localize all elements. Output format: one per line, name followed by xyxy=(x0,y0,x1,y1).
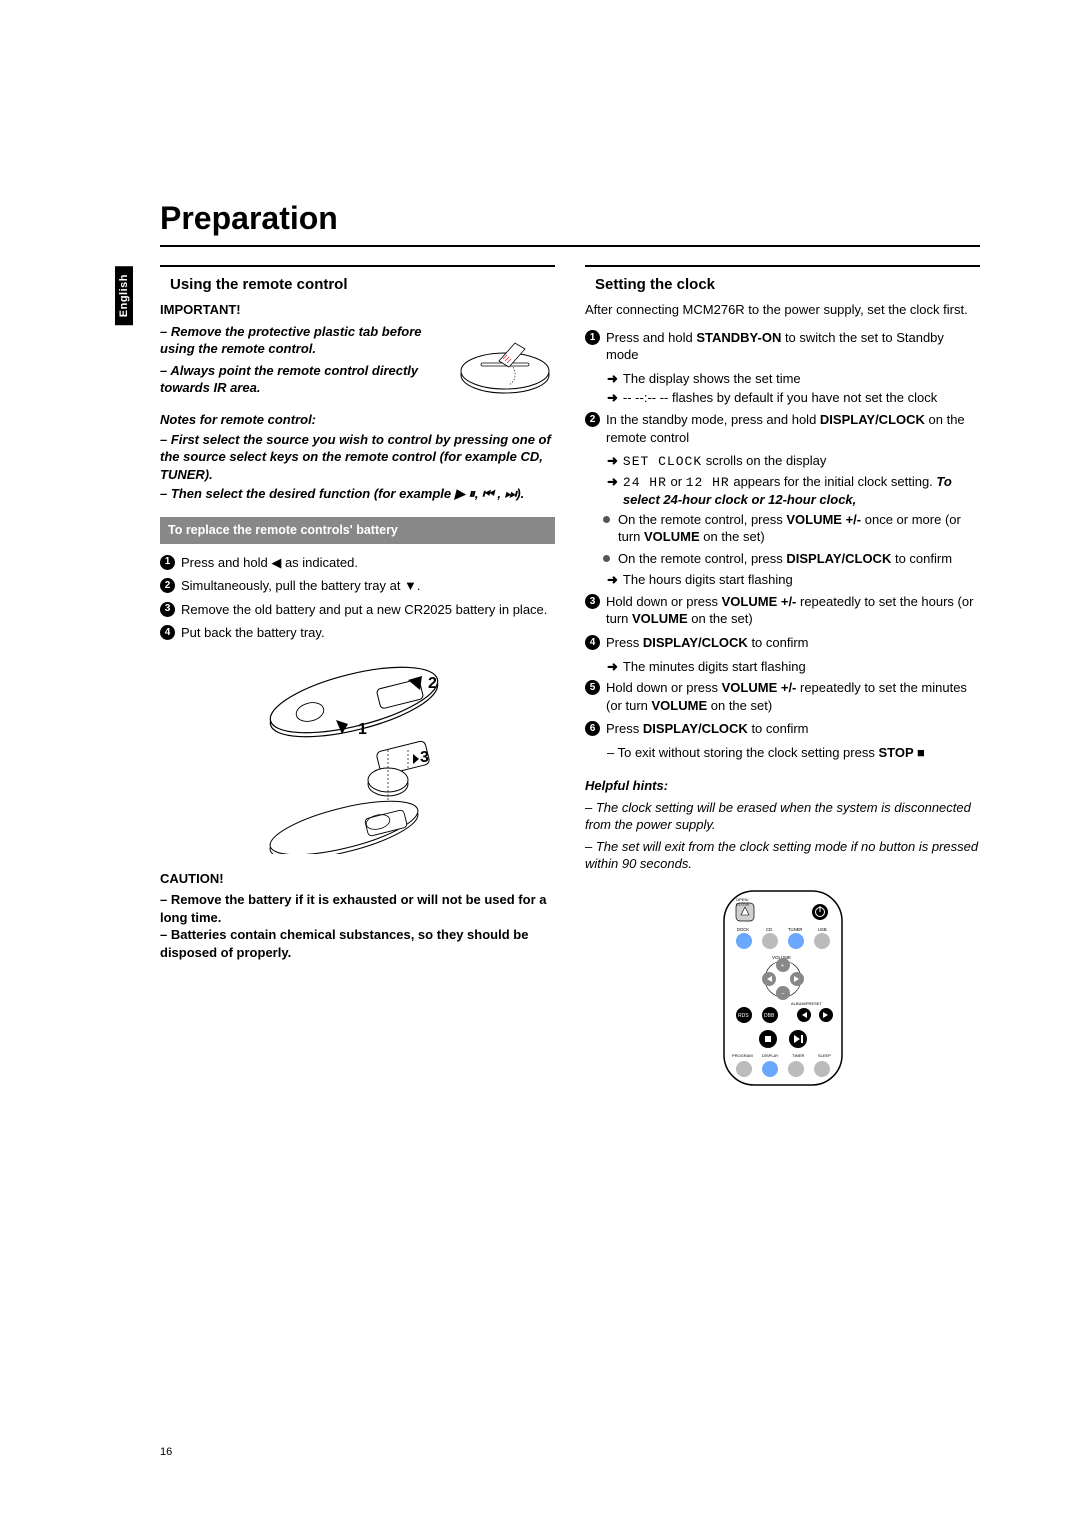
right-column: Setting the clock After connecting MCM27… xyxy=(585,265,980,1087)
s6-exit-note: – To exit without storing the clock sett… xyxy=(607,744,980,762)
svg-text:+: + xyxy=(780,964,784,970)
clock-step-num-1: 1 xyxy=(585,330,600,345)
caution-2: – Batteries contain chemical substances,… xyxy=(160,926,555,961)
notes-title: Notes for remote control: xyxy=(160,411,555,429)
step-3: 3 Remove the old battery and put a new C… xyxy=(160,601,555,619)
note-select-source: – First select the source you wish to co… xyxy=(160,431,555,484)
bullet-icon xyxy=(603,516,610,523)
step-num-2: 2 xyxy=(160,578,175,593)
step-4: 4 Put back the battery tray. xyxy=(160,624,555,642)
clock-step-4: 4 Press DISPLAY/CLOCK to confirm xyxy=(585,634,980,652)
right-subhead: Setting the clock xyxy=(585,275,980,295)
label-program: PROGRAM xyxy=(732,1053,753,1058)
right-rule xyxy=(585,265,980,267)
clock-step-num-4: 4 xyxy=(585,635,600,650)
clock-step-num-2: 2 xyxy=(585,412,600,427)
clock-step-num-5: 5 xyxy=(585,680,600,695)
step-num-1: 1 xyxy=(160,555,175,570)
battery-callout: To replace the remote controls' battery xyxy=(160,517,555,544)
step-2-text: Simultaneously, pull the battery tray at… xyxy=(181,577,555,595)
hints-title: Helpful hints: xyxy=(585,777,980,795)
fig2-label-2: 2 xyxy=(428,675,437,692)
step-1: 1 Press and hold ◀ as indicated. xyxy=(160,554,555,572)
arrow-icon: ➜ xyxy=(607,389,618,407)
remote-illustration: OPEN/ CLOSE DOCK CD TUNER USB VOLUME + − xyxy=(718,887,848,1087)
arrow-icon: ➜ xyxy=(607,473,618,491)
s2-arrow3: ➜The hours digits start flashing xyxy=(607,571,980,589)
clock-step-1: 1 Press and hold STANDBY-ON to switch th… xyxy=(585,329,980,364)
clock-step-1-text: Press and hold STANDBY-ON to switch the … xyxy=(606,329,980,364)
clock-step-5-text: Hold down or press VOLUME +/- repeatedly… xyxy=(606,679,980,714)
s2-arrow2: ➜24 HR or 12 HR appears for the initial … xyxy=(607,473,980,509)
clock-step-6: 6 Press DISPLAY/CLOCK to confirm xyxy=(585,720,980,738)
label-timer: TIMER xyxy=(792,1053,805,1058)
hint-2: – The set will exit from the clock setti… xyxy=(585,838,980,873)
important-label: IMPORTANT! xyxy=(160,301,555,319)
note-select-function: – Then select the desired function (for … xyxy=(160,485,555,503)
label-tuner: TUNER xyxy=(788,927,802,932)
label-display: DISPLAY xyxy=(762,1053,779,1058)
clock-step-5: 5 Hold down or press VOLUME +/- repeated… xyxy=(585,679,980,714)
arrow-icon: ➜ xyxy=(607,658,618,676)
battery-tray-illustration: 1 2 3 xyxy=(238,654,478,854)
fig2-label-3: 3 xyxy=(420,749,429,766)
label-sleep: SLEEP xyxy=(818,1053,831,1058)
left-subhead: Using the remote control xyxy=(160,275,555,295)
s1-arrow1: ➜The display shows the set time xyxy=(607,370,980,388)
left-rule xyxy=(160,265,555,267)
label-usb: USB xyxy=(818,927,827,932)
page-title: Preparation xyxy=(160,200,980,237)
s4-arrow: ➜The minutes digits start flashing xyxy=(607,658,980,676)
label-dbb: DBB xyxy=(764,1013,775,1019)
label-album: ALBUM/PRESET xyxy=(791,1001,822,1006)
label-cd: CD xyxy=(766,927,772,932)
step-3-text: Remove the old battery and put a new CR2… xyxy=(181,601,555,619)
caution-label: CAUTION! xyxy=(160,870,555,888)
clock-step-3: 3 Hold down or press VOLUME +/- repeated… xyxy=(585,593,980,628)
step-2: 2 Simultaneously, pull the battery tray … xyxy=(160,577,555,595)
right-intro: After connecting MCM276R to the power su… xyxy=(585,301,980,319)
clock-step-num-6: 6 xyxy=(585,721,600,736)
two-column-layout: Using the remote control IMPORTANT! – Re… xyxy=(160,265,980,1087)
arrow-icon: ➜ xyxy=(607,571,618,589)
left-column: Using the remote control IMPORTANT! – Re… xyxy=(160,265,555,1087)
page-number: 16 xyxy=(160,1446,172,1458)
clock-step-4-text: Press DISPLAY/CLOCK to confirm xyxy=(606,634,980,652)
clock-step-2: 2 In the standby mode, press and hold DI… xyxy=(585,411,980,446)
fig2-label-1: 1 xyxy=(358,721,367,738)
language-tab: English xyxy=(115,266,133,325)
clock-step-6-text: Press DISPLAY/CLOCK to confirm xyxy=(606,720,980,738)
label-rds: RDS xyxy=(738,1013,749,1019)
arrow-icon: ➜ xyxy=(607,370,618,388)
clock-step-3-text: Hold down or press VOLUME +/- repeatedly… xyxy=(606,593,980,628)
label-dock: DOCK xyxy=(737,927,749,932)
clock-step-2-text: In the standby mode, press and hold DISP… xyxy=(606,411,980,446)
step-num-4: 4 xyxy=(160,625,175,640)
step-num-3: 3 xyxy=(160,602,175,617)
caution-block: CAUTION! – Remove the battery if it is e… xyxy=(160,870,555,962)
s2-arrow1: ➜SET CLOCK scrolls on the display xyxy=(607,452,980,471)
s2-bullet1: On the remote control, press VOLUME +/- … xyxy=(585,511,980,546)
remote-tab-illustration xyxy=(455,323,555,403)
note2-a: – Then select the desired function (for … xyxy=(160,486,455,501)
bullet-icon xyxy=(603,555,610,562)
s2-bullet2: On the remote control, press DISPLAY/CLO… xyxy=(585,550,980,568)
note2-b: ). xyxy=(516,486,524,501)
svg-text:−: − xyxy=(781,992,785,998)
clock-step-num-3: 3 xyxy=(585,594,600,609)
step-4-text: Put back the battery tray. xyxy=(181,624,555,642)
s1-arrow2: ➜-- --:-- -- flashes by default if you h… xyxy=(607,389,980,407)
svg-text:CLOSE: CLOSE xyxy=(736,902,750,907)
title-rule xyxy=(160,245,980,247)
step-1-text: Press and hold ◀ as indicated. xyxy=(181,554,555,572)
arrow-icon: ➜ xyxy=(607,452,618,470)
caution-1: – Remove the battery if it is exhausted … xyxy=(160,891,555,926)
hint-1: – The clock setting will be erased when … xyxy=(585,799,980,834)
